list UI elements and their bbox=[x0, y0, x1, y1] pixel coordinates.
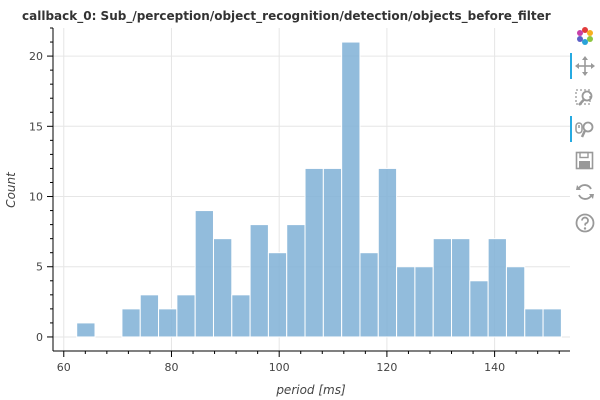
histogram-bar bbox=[487, 238, 507, 338]
histogram-bar bbox=[194, 210, 214, 338]
histogram-bar bbox=[286, 224, 306, 338]
histogram-bar bbox=[542, 308, 562, 338]
wheel-zoom-tool[interactable] bbox=[570, 116, 600, 142]
save-icon bbox=[575, 151, 594, 170]
x-axis-label: period [ms] bbox=[275, 383, 346, 397]
reset-tool[interactable] bbox=[570, 179, 600, 205]
bokeh-logo-icon bbox=[577, 27, 593, 45]
help-tool[interactable] bbox=[570, 210, 600, 236]
histogram-chart[interactable]: 60 80 100 120 140 0 5 10 15 20 period [ms] Count bbox=[0, 0, 570, 400]
save-tool[interactable] bbox=[570, 148, 600, 174]
histogram-bar bbox=[76, 322, 96, 338]
histogram-bar bbox=[341, 41, 361, 338]
help-icon bbox=[575, 213, 595, 233]
x-tick-label: 100 bbox=[269, 361, 290, 374]
histogram-bar bbox=[432, 238, 453, 338]
y-tick-label: 0 bbox=[36, 331, 43, 344]
pan-tool[interactable] bbox=[570, 53, 600, 79]
box-zoom-tool[interactable] bbox=[570, 85, 600, 111]
bokeh-logo[interactable] bbox=[570, 24, 600, 50]
axes: 60 80 100 120 140 0 5 10 15 20 bbox=[29, 27, 570, 374]
histogram-bar bbox=[451, 238, 471, 338]
x-tick-label: 60 bbox=[57, 361, 71, 374]
histogram-bar bbox=[176, 294, 196, 338]
histogram-bar bbox=[396, 266, 416, 338]
pan-icon bbox=[575, 56, 595, 76]
bars bbox=[76, 41, 562, 338]
histogram-bar bbox=[212, 238, 233, 338]
x-tick-label: 140 bbox=[484, 361, 505, 374]
x-tick-label: 120 bbox=[376, 361, 397, 374]
y-tick-label: 20 bbox=[29, 50, 43, 63]
histogram-bar bbox=[158, 308, 178, 338]
histogram-bar bbox=[524, 308, 544, 338]
histogram-bar bbox=[469, 280, 489, 338]
histogram-bar bbox=[505, 266, 526, 338]
reset-icon bbox=[576, 184, 594, 200]
box-zoom-icon bbox=[575, 89, 593, 106]
y-tick-label: 15 bbox=[29, 120, 43, 133]
histogram-bar bbox=[304, 167, 324, 338]
y-tick-label: 10 bbox=[29, 191, 43, 204]
histogram-bar bbox=[139, 294, 160, 338]
histogram-bar bbox=[121, 308, 141, 338]
histogram-bar bbox=[322, 167, 343, 338]
y-axis-label: Count bbox=[4, 171, 18, 208]
chart-title: callback_0: Sub_/perception/object_recog… bbox=[22, 9, 551, 23]
histogram-bar bbox=[249, 224, 269, 338]
histogram-bar bbox=[359, 252, 379, 338]
x-tick-label: 80 bbox=[164, 361, 178, 374]
wheel-zoom-icon bbox=[575, 121, 594, 138]
y-tick-label: 5 bbox=[36, 261, 43, 274]
histogram-bar bbox=[231, 294, 251, 338]
histogram-bar bbox=[377, 167, 398, 338]
histogram-bar bbox=[267, 252, 288, 338]
histogram-bar bbox=[414, 266, 434, 338]
